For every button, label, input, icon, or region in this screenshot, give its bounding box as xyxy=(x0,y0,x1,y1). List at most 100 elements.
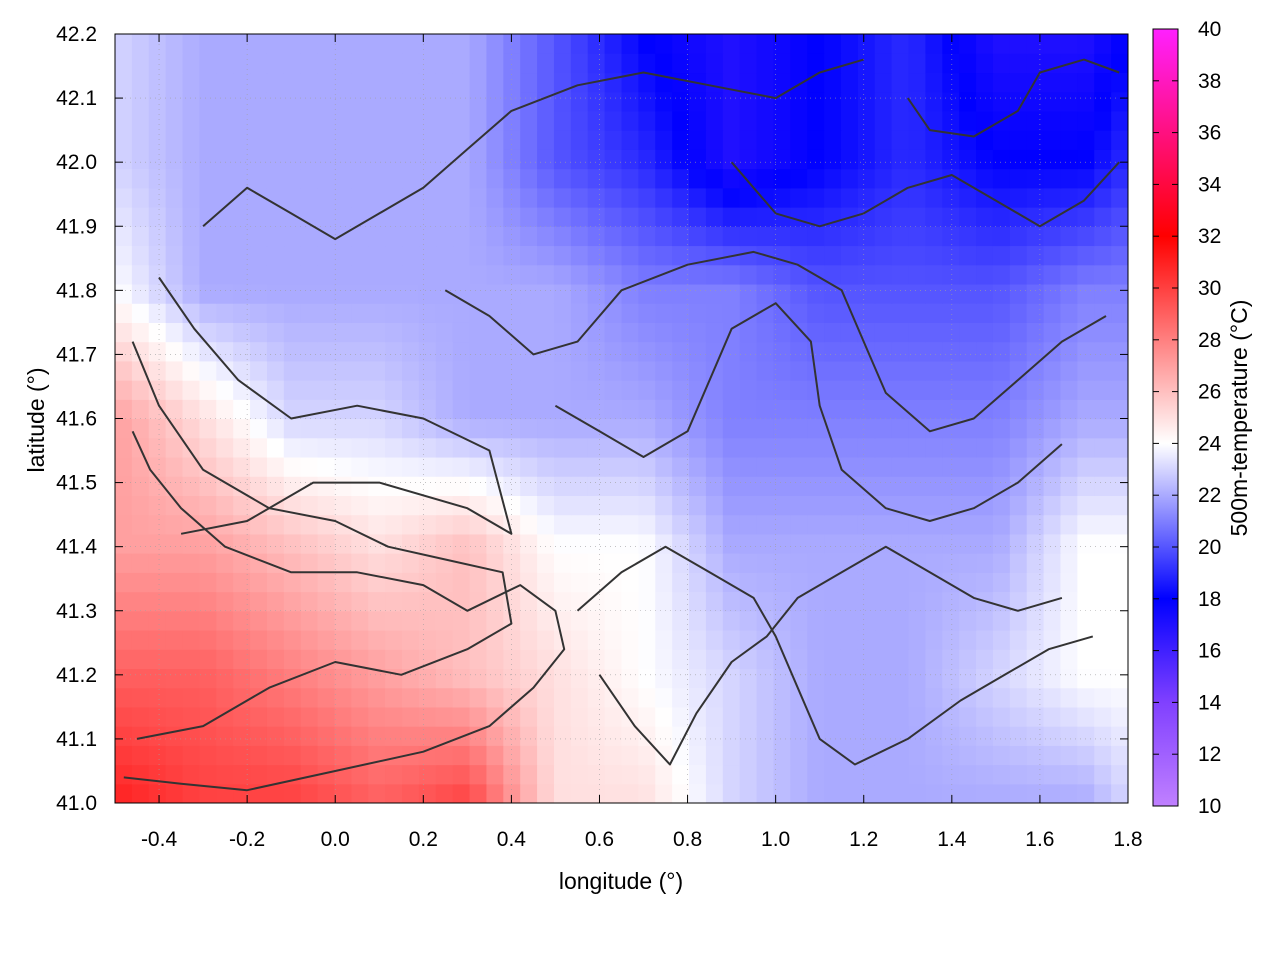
heatmap-cell xyxy=(1060,187,1078,208)
heatmap-cell xyxy=(587,130,606,150)
heatmap-cell xyxy=(1111,764,1128,785)
heatmap-cell xyxy=(250,72,268,93)
heatmap-cell xyxy=(959,380,977,400)
heatmap-cell xyxy=(351,303,369,323)
heatmap-cell xyxy=(705,187,724,208)
heatmap-cell xyxy=(655,745,673,766)
heatmap-cell xyxy=(351,72,369,93)
heatmap-cell xyxy=(1009,610,1028,631)
heatmap-cell xyxy=(402,533,420,554)
heatmap-cell xyxy=(317,783,336,803)
heatmap-cell xyxy=(402,418,420,439)
heatmap-cell xyxy=(520,783,538,803)
heatmap-cell xyxy=(385,53,403,74)
heatmap-cell xyxy=(908,245,926,266)
heatmap-cell xyxy=(638,91,656,112)
heatmap-cell xyxy=(520,687,538,708)
heatmap-cell xyxy=(1111,437,1128,458)
heatmap-cell xyxy=(655,245,673,266)
heatmap-cell xyxy=(925,264,943,285)
heatmap-cell xyxy=(537,476,555,496)
heatmap-cell xyxy=(182,53,201,74)
heatmap-cell xyxy=(452,533,471,554)
heatmap-cell xyxy=(402,764,420,785)
heatmap-cell xyxy=(553,476,572,496)
heatmap-cell xyxy=(1043,91,1062,112)
colorbar-tick-label: 30 xyxy=(1198,277,1221,300)
heatmap-cell xyxy=(756,418,775,439)
heatmap-cell xyxy=(722,726,741,746)
heatmap-cell xyxy=(1043,668,1062,689)
contour-line xyxy=(158,276,513,535)
heatmap-cell xyxy=(148,629,167,650)
heatmap-cell xyxy=(1043,495,1062,516)
heatmap-cell xyxy=(503,668,521,689)
heatmap-cell xyxy=(824,456,842,477)
heatmap-cell xyxy=(469,476,488,496)
heatmap-cell xyxy=(131,649,150,670)
heatmap-cell xyxy=(452,380,471,400)
heatmap-cell xyxy=(570,303,589,323)
heatmap-cell xyxy=(604,399,623,420)
heatmap-cell xyxy=(874,687,893,708)
heatmap-cell xyxy=(131,668,150,689)
heatmap-cell xyxy=(1094,303,1112,323)
heatmap-cell xyxy=(334,207,352,227)
heatmap-cell xyxy=(486,649,504,670)
heatmap-cell xyxy=(1094,591,1112,612)
heatmap-cell xyxy=(621,130,639,150)
heatmap-cell xyxy=(1009,476,1028,496)
heatmap-cell xyxy=(908,687,926,708)
heatmap-cell xyxy=(655,706,673,727)
heatmap-cell xyxy=(233,591,251,612)
heatmap-cell xyxy=(1009,629,1028,650)
heatmap-cell xyxy=(773,226,791,247)
heatmap-cell xyxy=(452,341,471,362)
heatmap-cell xyxy=(486,437,504,458)
heatmap-cell xyxy=(1009,533,1028,554)
heatmap-cell xyxy=(1077,514,1095,535)
heatmap-cell xyxy=(486,380,504,400)
heatmap-cell xyxy=(334,264,352,285)
heatmap-cell xyxy=(689,149,707,170)
heatmap-cell xyxy=(587,149,606,170)
heatmap-cell xyxy=(790,745,808,766)
heatmap-cell xyxy=(705,495,724,516)
heatmap-cell xyxy=(182,726,201,746)
heatmap-cell xyxy=(115,668,133,689)
heatmap-cell xyxy=(1094,514,1112,535)
heatmap-cell xyxy=(368,629,386,650)
heatmap-cell xyxy=(1043,418,1062,439)
heatmap-cell xyxy=(182,149,201,170)
heatmap-cell xyxy=(689,341,707,362)
heatmap-cell xyxy=(1077,34,1095,54)
heatmap-cell xyxy=(840,476,859,496)
heatmap-cell xyxy=(317,629,336,650)
heatmap-cell xyxy=(638,572,656,593)
heatmap-cell xyxy=(233,110,251,131)
heatmap-cell xyxy=(840,380,859,400)
heatmap-cell xyxy=(1060,303,1078,323)
heatmap-cell xyxy=(976,149,994,170)
heatmap-cell xyxy=(840,187,859,208)
heatmap-cell xyxy=(266,745,285,766)
heatmap-cell xyxy=(553,245,572,266)
heatmap-cell xyxy=(1060,322,1078,343)
heatmap-cell xyxy=(722,418,741,439)
heatmap-cell xyxy=(216,591,234,612)
heatmap-cell xyxy=(469,706,488,727)
heatmap-cell xyxy=(807,207,825,227)
heatmap-cell xyxy=(824,610,842,631)
heatmap-cell xyxy=(840,72,859,93)
heatmap-cell xyxy=(672,207,690,227)
heatmap-cell xyxy=(1043,399,1062,420)
heatmap-cell xyxy=(452,72,471,93)
heatmap-cell xyxy=(655,303,673,323)
heatmap-cell xyxy=(570,72,589,93)
heatmap-cell xyxy=(368,303,386,323)
heatmap-cell xyxy=(857,572,876,593)
contour-line xyxy=(906,58,1120,138)
heatmap-cell xyxy=(199,533,217,554)
heatmap-cell xyxy=(824,495,842,516)
heatmap-cell xyxy=(891,610,910,631)
